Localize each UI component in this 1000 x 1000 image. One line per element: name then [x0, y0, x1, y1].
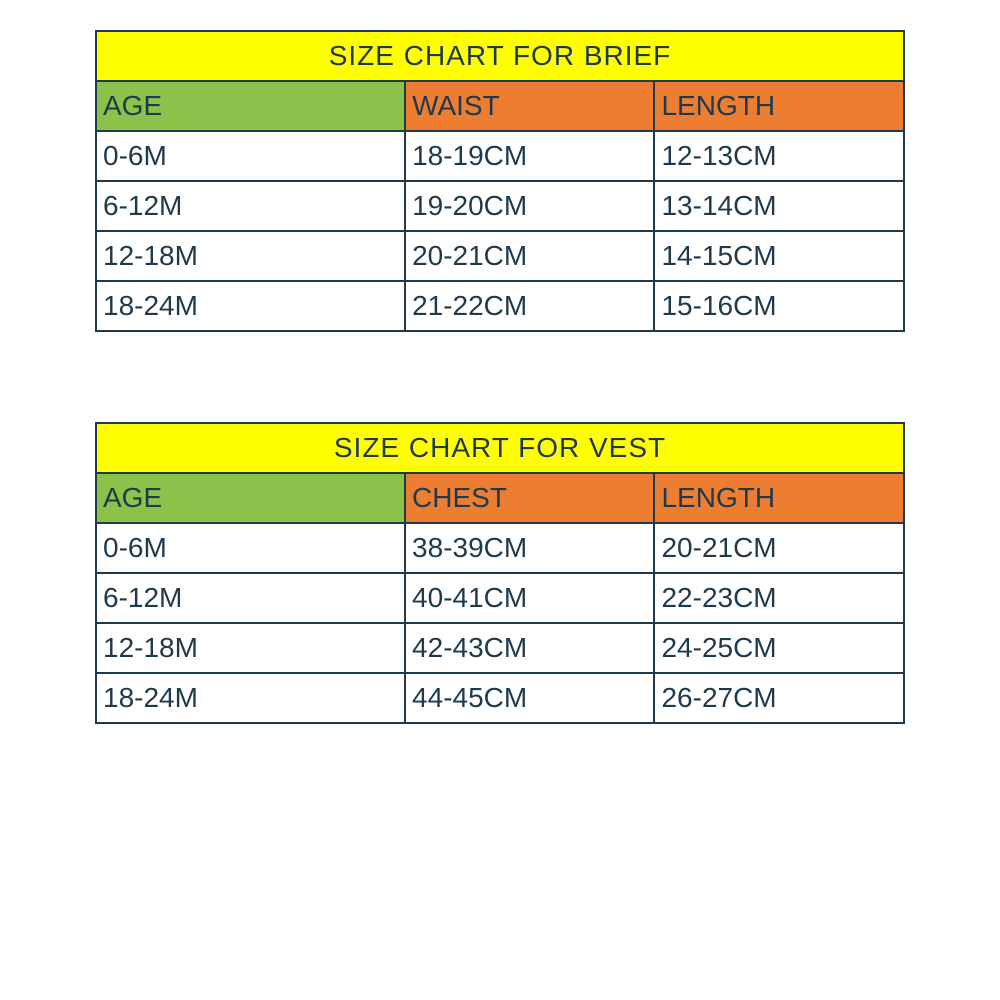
cell: 20-21CM	[405, 231, 654, 281]
table-title: SIZE CHART FOR BRIEF	[96, 31, 904, 81]
cell: 0-6M	[96, 523, 405, 573]
cell: 13-14CM	[654, 181, 904, 231]
column-header-age: AGE	[96, 473, 405, 523]
cell: 21-22CM	[405, 281, 654, 331]
size-chart-brief: SIZE CHART FOR BRIEF AGE WAIST LENGTH 0-…	[95, 30, 905, 332]
column-header-length: LENGTH	[654, 473, 904, 523]
column-header-age: AGE	[96, 81, 405, 131]
table-title: SIZE CHART FOR VEST	[96, 423, 904, 473]
table-row: 18-24M 21-22CM 15-16CM	[96, 281, 904, 331]
cell: 12-13CM	[654, 131, 904, 181]
table-row: 6-12M 19-20CM 13-14CM	[96, 181, 904, 231]
table-row: 0-6M 38-39CM 20-21CM	[96, 523, 904, 573]
cell: 18-24M	[96, 281, 405, 331]
table-row: 6-12M 40-41CM 22-23CM	[96, 573, 904, 623]
table-row: 0-6M 18-19CM 12-13CM	[96, 131, 904, 181]
tables-container: SIZE CHART FOR BRIEF AGE WAIST LENGTH 0-…	[0, 0, 1000, 844]
cell: 18-24M	[96, 673, 405, 723]
cell: 12-18M	[96, 623, 405, 673]
cell: 15-16CM	[654, 281, 904, 331]
cell: 42-43CM	[405, 623, 654, 673]
table-row: 12-18M 42-43CM 24-25CM	[96, 623, 904, 673]
cell: 18-19CM	[405, 131, 654, 181]
column-header-length: LENGTH	[654, 81, 904, 131]
cell: 6-12M	[96, 181, 405, 231]
cell: 26-27CM	[654, 673, 904, 723]
cell: 0-6M	[96, 131, 405, 181]
size-chart-vest: SIZE CHART FOR VEST AGE CHEST LENGTH 0-6…	[95, 422, 905, 724]
cell: 40-41CM	[405, 573, 654, 623]
cell: 19-20CM	[405, 181, 654, 231]
cell: 22-23CM	[654, 573, 904, 623]
cell: 20-21CM	[654, 523, 904, 573]
table-row: 12-18M 20-21CM 14-15CM	[96, 231, 904, 281]
cell: 12-18M	[96, 231, 405, 281]
column-header-chest: CHEST	[405, 473, 654, 523]
cell: 38-39CM	[405, 523, 654, 573]
column-header-waist: WAIST	[405, 81, 654, 131]
cell: 44-45CM	[405, 673, 654, 723]
cell: 24-25CM	[654, 623, 904, 673]
table-row: 18-24M 44-45CM 26-27CM	[96, 673, 904, 723]
cell: 14-15CM	[654, 231, 904, 281]
cell: 6-12M	[96, 573, 405, 623]
